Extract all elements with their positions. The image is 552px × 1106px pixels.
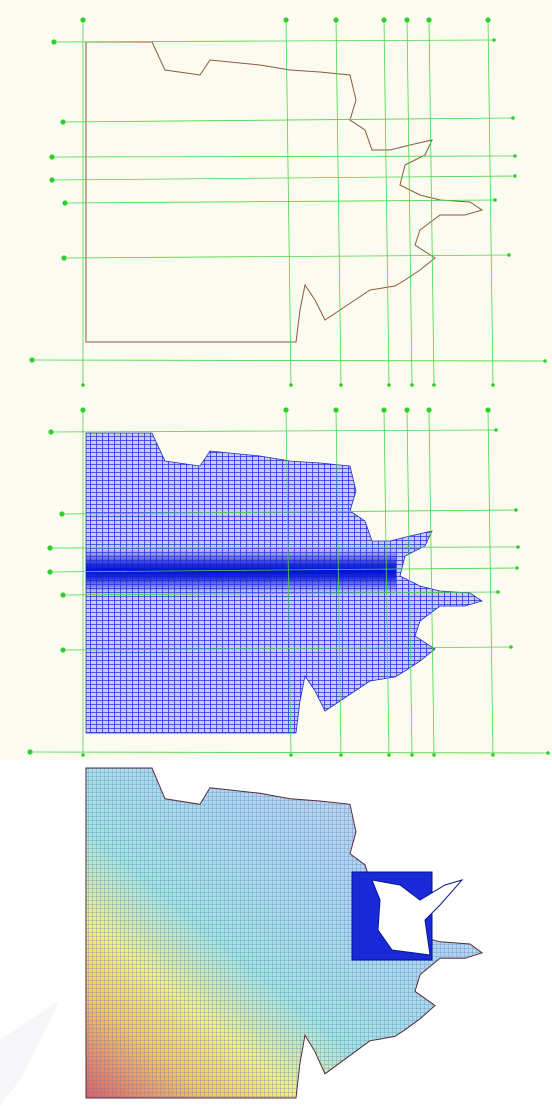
guide-line (487, 409, 494, 756)
guide-node (47, 569, 53, 575)
guide-line (428, 409, 435, 756)
guide-node (333, 407, 339, 413)
guide-node (516, 545, 520, 549)
guide-node (339, 383, 343, 387)
guide-node (333, 17, 339, 23)
guide-line (285, 409, 292, 756)
guide-node (59, 511, 65, 517)
guide-line (335, 409, 342, 756)
field-mesh (85, 767, 484, 1099)
guide-node (509, 645, 513, 649)
guide-line (31, 359, 546, 362)
guide-node (511, 116, 515, 120)
guide-node (387, 383, 391, 387)
guide-node (62, 200, 68, 206)
guide-node (80, 17, 86, 23)
guide-node (47, 545, 53, 551)
guide-node (60, 592, 66, 598)
guide-node (485, 407, 491, 413)
guide-node (60, 647, 66, 653)
guide-line (487, 19, 494, 386)
guide-node (515, 566, 519, 570)
guide-line (49, 546, 519, 549)
guide-node (387, 753, 391, 757)
guide-line (285, 19, 292, 386)
guide-node (494, 428, 498, 432)
guide-node (513, 154, 517, 158)
guide-node (81, 753, 85, 757)
guide-line (64, 199, 496, 204)
guide-node (283, 407, 289, 413)
guide-node (432, 753, 436, 757)
guide-node (283, 17, 289, 23)
guide-node (543, 359, 547, 363)
guide-node (426, 17, 432, 23)
guide-line (50, 429, 497, 433)
guide-node (289, 383, 293, 387)
guide-node (513, 174, 517, 178)
guide-node (61, 255, 67, 261)
guide-node (491, 383, 495, 387)
guide-line (51, 175, 516, 181)
guide-node (514, 508, 518, 512)
guide-node (81, 383, 85, 387)
guide-node (432, 383, 436, 387)
panel-background (0, 0, 552, 368)
guide-node (404, 407, 410, 413)
guide-node (491, 753, 495, 757)
guide-line (62, 646, 512, 651)
inset-coast (371, 879, 464, 956)
guide-line (51, 155, 516, 158)
guide-node (426, 407, 432, 413)
guide-line (53, 39, 495, 43)
guide-node (507, 253, 511, 257)
guide-node (48, 429, 54, 435)
guide-node (485, 17, 491, 23)
guide-node (27, 749, 33, 755)
guide-node (496, 590, 500, 594)
guide-node (381, 17, 387, 23)
guide-line (383, 409, 390, 756)
guide-line (62, 117, 514, 123)
guide-node (546, 751, 550, 755)
guide-node (339, 753, 343, 757)
guide-line (29, 751, 549, 754)
guide-node (60, 119, 66, 125)
guide-node (49, 177, 55, 183)
guide-node (404, 17, 410, 23)
guide-line (428, 19, 435, 386)
guide-line (406, 19, 413, 386)
guide-node (492, 38, 496, 42)
guide-line (49, 567, 518, 573)
guide-node (381, 407, 387, 413)
guide-line (61, 509, 517, 515)
guide-node (410, 383, 414, 387)
guide-line (335, 19, 342, 386)
guide-line (62, 591, 499, 596)
guide-node (289, 753, 293, 757)
guide-line (406, 409, 413, 756)
inset-border (0, 1000, 60, 1106)
guide-node (49, 154, 55, 160)
guide-node (51, 39, 57, 45)
guide-line (63, 254, 510, 259)
guide-node (29, 357, 35, 363)
guide-node (410, 753, 414, 757)
guide-line (383, 19, 390, 386)
guide-node (80, 407, 86, 413)
guide-node (493, 198, 497, 202)
